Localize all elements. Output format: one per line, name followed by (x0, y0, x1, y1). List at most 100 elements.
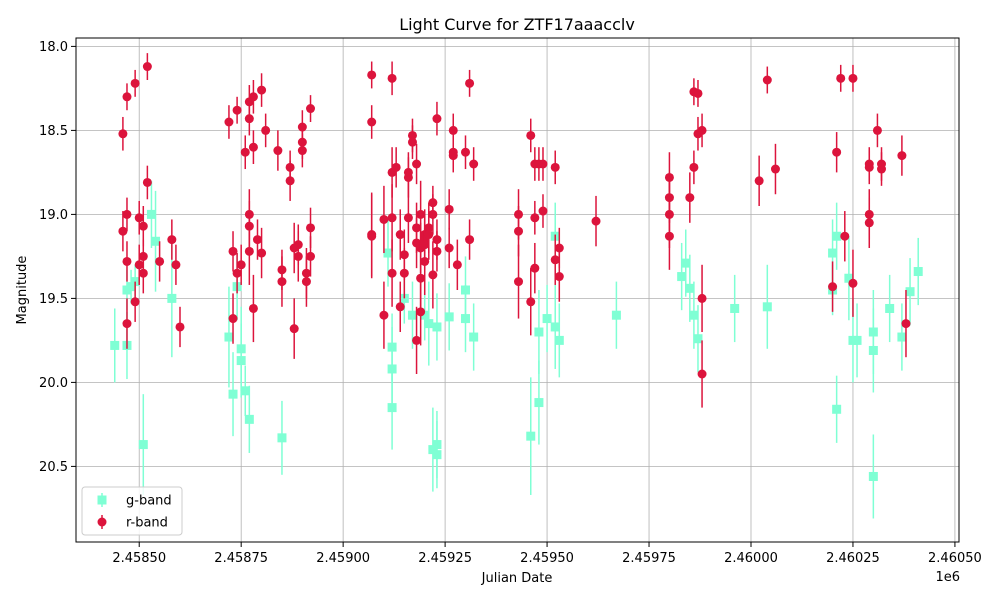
r-band-point (387, 73, 397, 83)
y-tick-label: 18.0 (39, 40, 68, 55)
g-band-point (126, 282, 136, 292)
r-band-point (142, 177, 152, 187)
r-band-point (122, 319, 132, 329)
g-band-point (611, 310, 621, 320)
r-band-point (171, 260, 181, 270)
r-band-point (273, 146, 283, 156)
r-band-point (465, 235, 475, 245)
r-band-point (697, 369, 707, 379)
r-band-point (416, 209, 426, 219)
r-band-point (465, 78, 475, 88)
r-band-point (155, 256, 165, 266)
r-band-point (693, 88, 703, 98)
r-band-point (134, 260, 144, 270)
r-band-point (554, 243, 564, 253)
g-band-point (420, 310, 430, 320)
r-band-point (444, 204, 454, 214)
r-band-point (864, 162, 874, 172)
x-tick-label: 2.45875 (214, 551, 268, 566)
data-points (110, 53, 923, 519)
g-band-point (828, 248, 838, 258)
r-band-point (248, 92, 258, 102)
r-band-point (514, 277, 524, 287)
r-band-point (167, 235, 177, 245)
g-band-point (897, 332, 907, 342)
r-band-point (240, 147, 250, 157)
r-band-point (257, 85, 267, 95)
r-band-point (432, 246, 442, 256)
g-band-point (681, 258, 691, 268)
x-tick-label: 2.46025 (826, 551, 880, 566)
g-band-point (868, 345, 878, 355)
g-band-point (852, 335, 862, 345)
legend-marker-square (97, 495, 107, 505)
r-band-point (897, 151, 907, 161)
r-band-point (762, 75, 772, 85)
r-band-point (828, 282, 838, 292)
r-band-point (412, 159, 422, 169)
g-band-point (542, 314, 552, 324)
g-band-point (534, 327, 544, 337)
r-band-point (244, 246, 254, 256)
r-band-point (460, 147, 470, 157)
r-band-point (407, 137, 417, 147)
r-band-point (689, 162, 699, 172)
r-band-point (301, 277, 311, 287)
r-band-point (118, 226, 128, 236)
r-band-point (664, 231, 674, 241)
r-band-point (289, 324, 299, 334)
r-band-point (697, 293, 707, 303)
x-tick-label: 2.45900 (316, 551, 370, 566)
g-band-point (277, 433, 287, 443)
r-band-point (526, 130, 536, 140)
g-band-point (110, 340, 120, 350)
x-axis-label: Julian Date (481, 571, 553, 586)
r-band-point (901, 319, 911, 329)
r-band-point (399, 250, 409, 260)
x-tick-label: 2.46000 (724, 551, 778, 566)
r-band-point (236, 260, 246, 270)
g-band-point (138, 440, 148, 450)
x-tick-label: 2.45925 (418, 551, 472, 566)
r-band-point (840, 231, 850, 241)
y-tick-label: 18.5 (39, 124, 68, 139)
r-band-series (118, 53, 911, 408)
r-band-point (232, 105, 242, 115)
plot-frame (75, 37, 960, 543)
g-band-point (550, 322, 560, 332)
legend-label: g-band (126, 494, 172, 509)
r-band-point (432, 114, 442, 124)
r-band-point (224, 117, 234, 127)
r-band-point (864, 218, 874, 228)
r-band-point (538, 206, 548, 216)
r-band-point (138, 221, 148, 231)
chart-title: Light Curve for ZTF17aaacclv (399, 15, 635, 34)
y-tick-label: 19.5 (39, 292, 68, 307)
legend-label: r-band (126, 516, 168, 531)
r-band-point (122, 256, 132, 266)
r-band-point (306, 223, 316, 233)
g-band-point (236, 356, 246, 366)
r-band-point (420, 240, 430, 250)
r-band-point (142, 62, 152, 72)
r-band-point (452, 260, 462, 270)
r-band-point (297, 122, 307, 132)
r-band-point (550, 255, 560, 265)
r-band-point (697, 125, 707, 135)
r-band-point (297, 146, 307, 156)
r-band-point (261, 125, 271, 135)
r-band-point (306, 104, 316, 114)
r-band-point (832, 147, 842, 157)
legend-box (81, 486, 183, 536)
r-band-point (424, 230, 434, 240)
r-band-point (877, 159, 887, 169)
g-band-point (387, 403, 397, 413)
r-band-point (367, 70, 377, 80)
r-band-point (416, 273, 426, 283)
r-band-point (367, 231, 377, 241)
g-band-point (526, 431, 536, 441)
y-axis-label: Magnitude (15, 256, 30, 325)
r-band-point (138, 251, 148, 261)
r-band-point (469, 159, 479, 169)
r-band-point (379, 214, 389, 224)
